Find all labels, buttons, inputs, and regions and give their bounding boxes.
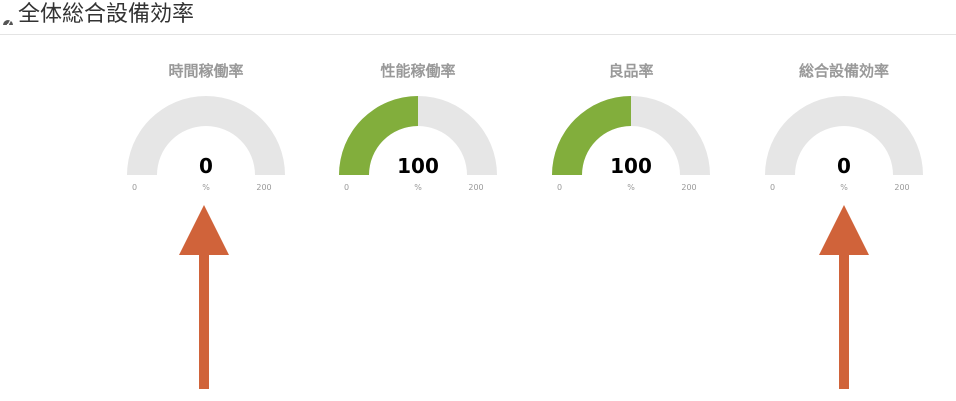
gauge-value: 100 xyxy=(610,154,652,178)
arrow-up-icon xyxy=(179,205,229,389)
gauge-value: 0 xyxy=(199,154,213,178)
gauge-title: 性能稼働率 xyxy=(380,62,456,80)
gauge-dial xyxy=(552,96,710,175)
gauge-title: 総合設備効率 xyxy=(798,62,889,80)
gauge-min-label: 0 xyxy=(770,183,776,192)
dashboard-gauge-icon xyxy=(2,11,14,27)
gauge-fill xyxy=(339,96,418,175)
gauge-performance: 性能稼働率 100 % 0 200 xyxy=(333,58,503,208)
gauge-value: 0 xyxy=(837,154,851,178)
page-title: 全体総合設備効率 xyxy=(18,2,195,27)
gauge-dial xyxy=(339,96,497,175)
arrow-up-icon xyxy=(819,205,869,389)
gauge-oee: 総合設備効率 0 % 0 200 xyxy=(759,58,929,208)
gauge-max-label: 200 xyxy=(256,183,272,192)
gauge-unit: % xyxy=(202,183,210,192)
gauge-dial xyxy=(127,96,285,175)
gauge-track xyxy=(765,96,923,175)
gauge-unit: % xyxy=(414,183,422,192)
gauge-fill xyxy=(552,96,631,175)
page-header: 全体総合設備効率 xyxy=(0,0,956,35)
gauge-unit: % xyxy=(840,183,848,192)
gauge-min-label: 0 xyxy=(344,183,350,192)
gauge-quality: 良品率 100 % 0 200 xyxy=(546,58,716,208)
gauge-title: 良品率 xyxy=(608,62,654,80)
gauge-unit: % xyxy=(627,183,635,192)
gauge-min-label: 0 xyxy=(132,183,138,192)
gauge-max-label: 200 xyxy=(681,183,697,192)
gauge-track xyxy=(127,96,285,175)
gauge-min-label: 0 xyxy=(557,183,563,192)
gauge-dial xyxy=(765,96,923,175)
gauge-availability: 時間稼働率 0 % 0 200 xyxy=(121,58,291,208)
gauge-title: 時間稼働率 xyxy=(168,62,244,80)
gauge-max-label: 200 xyxy=(468,183,484,192)
gauge-max-label: 200 xyxy=(894,183,910,192)
gauge-value: 100 xyxy=(397,154,439,178)
